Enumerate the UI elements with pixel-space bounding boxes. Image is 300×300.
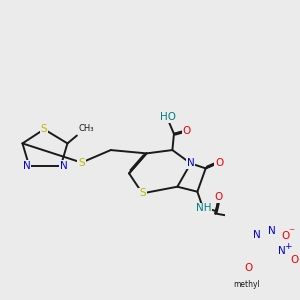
Text: CH₃: CH₃: [79, 124, 94, 133]
Text: O: O: [183, 126, 191, 136]
Text: S: S: [139, 188, 146, 198]
Text: O: O: [244, 263, 252, 273]
Text: N: N: [22, 161, 30, 171]
Text: +: +: [284, 242, 291, 251]
Text: N: N: [268, 226, 276, 236]
Text: N: N: [278, 246, 286, 256]
Text: O: O: [281, 231, 289, 241]
Text: O: O: [214, 192, 223, 202]
Text: HO: HO: [160, 112, 176, 122]
Text: N: N: [187, 158, 195, 168]
Text: O: O: [215, 158, 223, 168]
Text: N: N: [253, 230, 260, 240]
Text: NH: NH: [196, 203, 212, 213]
Text: methyl: methyl: [233, 280, 260, 289]
Text: O: O: [291, 255, 299, 265]
Text: ⁻: ⁻: [288, 226, 295, 239]
Text: S: S: [41, 124, 47, 134]
Text: S: S: [78, 158, 85, 168]
Text: N: N: [60, 161, 68, 171]
